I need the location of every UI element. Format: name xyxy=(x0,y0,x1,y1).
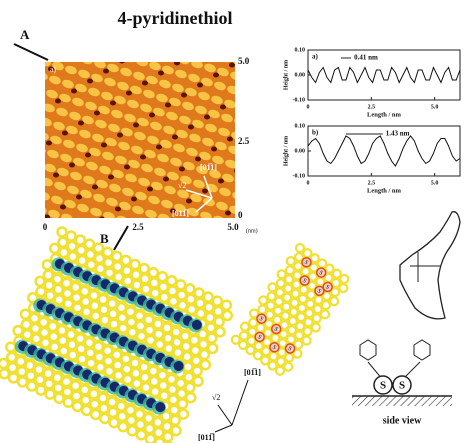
direction-label: [011̅] xyxy=(198,433,215,442)
stm-spot xyxy=(242,74,256,86)
stm-spot xyxy=(237,162,251,174)
lattice-model xyxy=(0,226,237,443)
stm-spot xyxy=(96,44,110,56)
stm-pit xyxy=(119,59,125,64)
y-tick-label: -0.10 xyxy=(293,97,306,103)
y-tick-label: 0.00 xyxy=(295,72,306,78)
stm-pit xyxy=(64,57,70,62)
profiles: 0.100.00-0.1002.55.0Length / nmHeight / … xyxy=(283,47,460,194)
x-tick-label: 5.0 xyxy=(431,180,439,186)
stm-spot xyxy=(239,88,253,100)
label-a: A xyxy=(20,27,30,42)
stm-spot xyxy=(32,84,46,96)
x-tick-label: 0 xyxy=(307,180,310,186)
y-axis-label: Height / nm xyxy=(283,136,289,166)
caption: side view xyxy=(383,415,422,426)
stm-pit xyxy=(37,183,43,188)
direction-label: [01̅1] xyxy=(200,163,217,172)
strip-grid: SSSSSSSSSS xyxy=(230,242,353,378)
x-axis-label: Length / nm xyxy=(367,111,402,118)
profile-line xyxy=(308,68,460,83)
tick-label: 5.0 xyxy=(227,222,239,232)
x-tick-label: 5.0 xyxy=(431,104,439,110)
stm-spot xyxy=(29,98,43,110)
y-tick-label: 0.00 xyxy=(295,148,306,154)
stm-spot xyxy=(24,186,38,198)
x-tick-label: 0 xyxy=(307,104,310,110)
x-tick-label: 2.5 xyxy=(368,180,376,186)
stm-spot xyxy=(33,144,47,156)
atom-label: S xyxy=(380,380,386,392)
stm-spot xyxy=(240,148,254,160)
tick-label: 0 xyxy=(43,222,48,232)
stm-spot xyxy=(54,46,68,58)
tick-label: 5.0 xyxy=(238,56,250,66)
tick-label: 0 xyxy=(238,210,243,220)
stm-spot xyxy=(86,220,100,232)
profile-line xyxy=(308,136,460,166)
direction-label: √2 xyxy=(212,393,220,402)
stm-spot xyxy=(196,224,210,236)
y-axis-label: Height / nm xyxy=(283,60,289,90)
atom-label: S xyxy=(399,380,405,392)
stm-spot xyxy=(26,112,40,124)
stm-spot xyxy=(193,44,207,56)
arrow xyxy=(114,226,128,250)
stm-spot xyxy=(234,176,248,188)
panel-label: b) xyxy=(312,129,319,137)
y-tick-label: 0.10 xyxy=(295,47,306,53)
title: 4-pyridinethiol xyxy=(117,8,232,28)
stm-pit xyxy=(193,231,199,236)
orientation xyxy=(215,380,248,432)
direction-label: [01̅1] xyxy=(244,368,261,377)
cv-curve xyxy=(400,212,460,319)
stm-spot xyxy=(109,48,123,60)
stm-spot xyxy=(27,172,41,184)
stm-spot xyxy=(233,116,247,128)
stm-pit xyxy=(241,201,247,206)
stm-image xyxy=(23,44,258,237)
stm-pit xyxy=(209,221,215,226)
direction-label: [011̅] xyxy=(172,209,189,218)
stm-spot xyxy=(183,220,197,232)
stm-pit xyxy=(154,219,160,224)
stm-spot xyxy=(206,48,220,60)
figure: 4-pyridinethiol A B a) 5.0 2.5 0 0 2.5 5… xyxy=(0,0,466,443)
unit-label: (nm) xyxy=(246,227,258,234)
y-tick-label: -0.10 xyxy=(293,173,306,179)
stm-spot xyxy=(67,50,81,62)
x-axis-label: Length / nm xyxy=(367,187,402,194)
plot-frame xyxy=(308,126,460,176)
stm-spot xyxy=(151,46,165,58)
sulfur-lattice: SSSSSSSSSS xyxy=(230,242,353,378)
stm-pit xyxy=(243,127,249,132)
stm-pit xyxy=(236,95,242,100)
annotation: 1.43 nm xyxy=(386,130,410,138)
stm-pit xyxy=(252,85,258,90)
stm-spot xyxy=(23,126,37,138)
side-view xyxy=(352,340,452,406)
y-tick-label: 0.10 xyxy=(295,123,306,129)
stm-spot xyxy=(241,208,255,220)
panel-label: a) xyxy=(50,65,57,74)
lattice-grid xyxy=(0,226,237,443)
arrow xyxy=(14,44,48,60)
stm-pit xyxy=(83,227,89,232)
stm-pit xyxy=(174,61,180,66)
stm-pit xyxy=(234,169,240,174)
panel-label: a) xyxy=(312,53,319,61)
stm-pit xyxy=(39,109,45,114)
annotation: 0.41 nm xyxy=(354,54,378,62)
stm-pit xyxy=(250,159,256,164)
direction-label: √2 xyxy=(178,181,186,190)
stm-spot xyxy=(164,50,178,62)
tick-label: 2.5 xyxy=(132,222,144,232)
stm-spot xyxy=(30,158,44,170)
x-tick-label: 2.5 xyxy=(368,104,376,110)
tick-label: 2.5 xyxy=(238,136,250,146)
stm-spot xyxy=(236,102,250,114)
